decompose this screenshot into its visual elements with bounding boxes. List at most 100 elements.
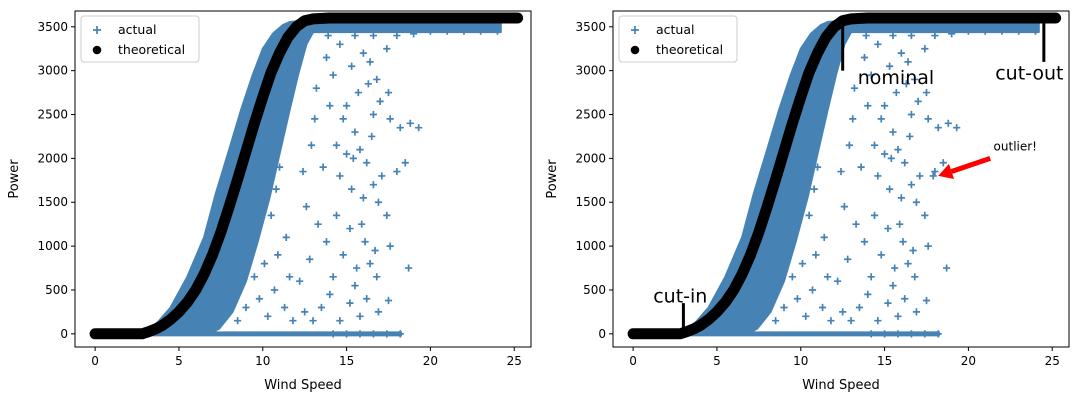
theoretical-point: [291, 22, 301, 32]
actual-point: [383, 330, 391, 338]
actual-point: [284, 93, 292, 101]
actual-point: [894, 330, 902, 338]
theoretical-point: [771, 175, 780, 184]
theoretical-point: [258, 92, 268, 102]
actual-point: [348, 185, 356, 193]
actual-point: [373, 273, 381, 281]
outlier-arrow-head: [938, 163, 955, 180]
actual-point: [410, 30, 418, 38]
theoretical-point: [513, 13, 522, 23]
actual-point: [823, 273, 832, 281]
actual-point: [339, 115, 347, 123]
actual-point: [296, 277, 304, 285]
actual-point: [342, 102, 351, 110]
actual-point: [844, 255, 852, 263]
actual-point: [242, 303, 250, 312]
actual-point: [406, 119, 414, 127]
actual-point: [907, 31, 916, 40]
actual-point: [907, 330, 916, 338]
x-tick-label: 10: [793, 354, 808, 368]
actual-point: [906, 132, 914, 141]
y-tick-label: 3000: [37, 64, 68, 78]
actual-point: [880, 330, 889, 338]
theoretical-point: [375, 13, 385, 23]
theoretical-point: [1051, 13, 1060, 23]
actual-point: [892, 88, 900, 97]
actual-point: [889, 128, 897, 136]
actual-point: [849, 115, 857, 123]
actual-point: [931, 167, 939, 176]
y-tick-label: 2500: [575, 108, 606, 122]
legend-theoretical-marker: [92, 45, 102, 55]
actual-point: [864, 102, 872, 110]
actual-point: [850, 84, 859, 92]
actual-point: [299, 167, 307, 176]
actual-point: [306, 255, 314, 263]
actual-point: [899, 238, 907, 246]
actual-point: [896, 220, 904, 228]
theoretical-point: [426, 13, 435, 23]
actual-point: [793, 295, 802, 303]
theoretical-point: [266, 68, 276, 77]
theoretical-point: [107, 329, 117, 339]
theoretical-point: [829, 22, 839, 32]
actual-point: [834, 277, 842, 285]
theoretical-point: [947, 13, 956, 23]
actual-point: [902, 80, 910, 88]
outlier-arrow: [950, 156, 992, 174]
actual-point: [324, 31, 332, 40]
theoretical-point: [216, 227, 226, 237]
actual-point: [874, 317, 882, 325]
actual-point: [839, 308, 847, 316]
actual-point: [921, 211, 929, 220]
theoretical-point: [721, 297, 730, 307]
actual-point: [279, 124, 287, 132]
theoretical-point: [645, 329, 655, 339]
y-tick-label: 2000: [37, 151, 68, 165]
actual-point: [383, 211, 391, 220]
theoretical-point: [503, 13, 512, 23]
actual-point: [921, 330, 929, 338]
actual-point: [282, 233, 290, 241]
theoretical-point: [628, 329, 638, 339]
x-tick-label: 20: [961, 354, 976, 368]
actual-point: [351, 128, 359, 136]
actual-point: [289, 317, 297, 325]
actual-point: [363, 159, 371, 167]
actual-point: [314, 220, 322, 228]
theoretical-point: [124, 329, 133, 339]
actual-point: [808, 286, 817, 294]
theoretical-point: [359, 13, 368, 23]
actual-point: [311, 115, 319, 123]
theoretical-point: [166, 315, 175, 324]
actual-point: [356, 330, 364, 338]
actual-point: [924, 115, 932, 123]
axes-frame: [74, 10, 532, 348]
actual-point: [307, 141, 315, 149]
actual-point: [798, 260, 807, 268]
theoretical-point: [241, 147, 251, 156]
actual-point: [329, 71, 337, 79]
theoretical-point: [880, 13, 889, 23]
x-tick-label: 15: [877, 354, 892, 368]
theoretical-curve: [89, 12, 524, 340]
y-tick-label: 0: [60, 327, 68, 341]
theoretical-point: [997, 13, 1007, 23]
theoretical-point: [233, 175, 242, 184]
actual-point: [319, 163, 327, 171]
axes-frame: [612, 10, 1070, 348]
actual-point: [393, 31, 401, 40]
actual-point: [857, 23, 865, 31]
actual-point: [336, 40, 344, 48]
y-tick-label: 500: [45, 283, 68, 297]
x-tick-label: 25: [1045, 354, 1060, 368]
actual-point: [346, 299, 354, 307]
actual-point: [948, 30, 956, 38]
actual-point: [864, 290, 872, 298]
actual-point: [354, 88, 362, 97]
actual-point: [384, 296, 393, 305]
actual-point: [332, 211, 341, 220]
actual-point: [862, 31, 870, 40]
actual-point: [301, 308, 309, 316]
